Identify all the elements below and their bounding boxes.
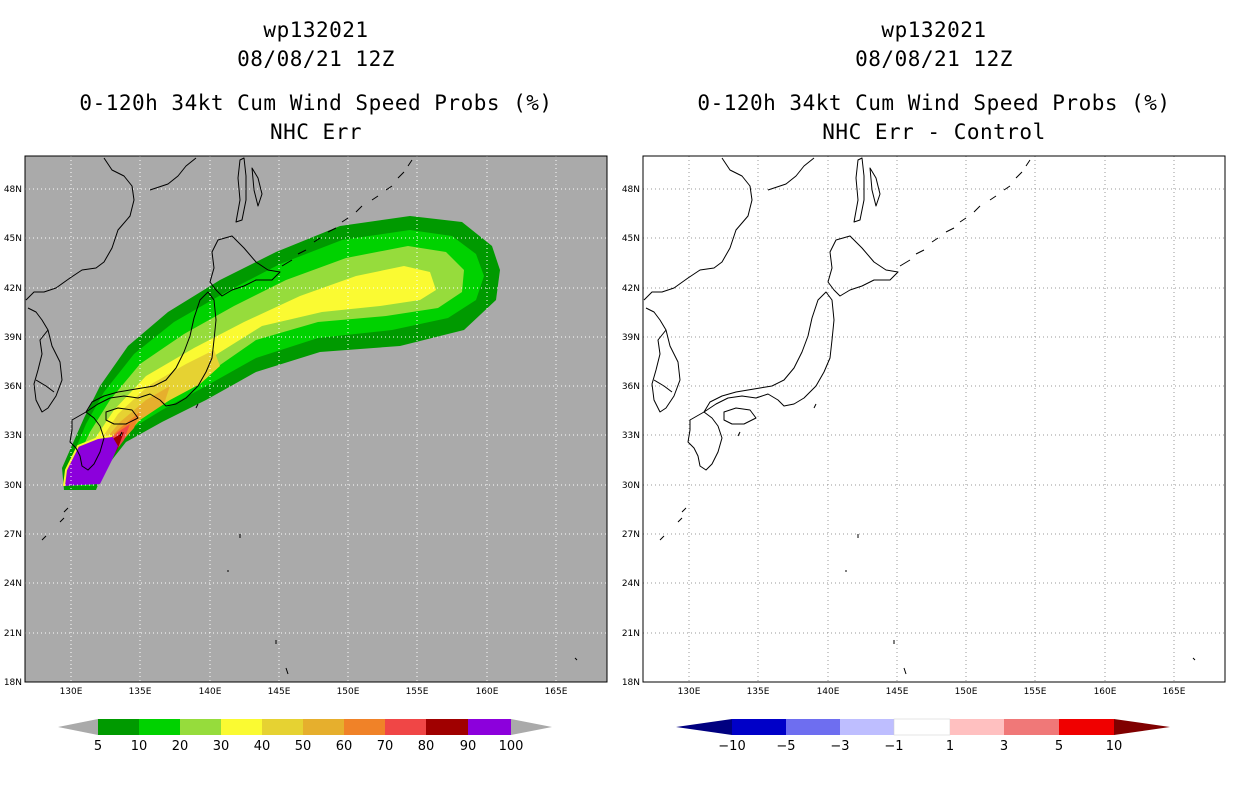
lat-label-27n: 27N (622, 530, 640, 540)
right-colorbar-swatch (893, 718, 951, 736)
right-storm-id: wp132021 (881, 18, 987, 42)
left-colorbar-swatch (262, 719, 303, 735)
lon-label-135e: 135E (129, 687, 152, 697)
left-lon-labels: 130E 135E 140E 145E 150E 155E 160E 165E (60, 687, 568, 697)
right-colorbar-swatch (840, 719, 894, 735)
right-colorbar-label: 3 (1000, 739, 1008, 754)
right-lon-labels: 130E 135E 140E 145E 150E 155E 160E 165E (678, 687, 1186, 697)
right-colorbar-label: −3 (830, 739, 849, 754)
left-probability-contours (62, 216, 500, 490)
right-colorbar-label: 1 (946, 739, 954, 754)
right-map-panel: 48N 45N 42N 39N 36N 33N 30N 27N 24N 21N … (622, 155, 1226, 697)
lat-label-33n: 33N (4, 431, 22, 441)
lon-label-160e: 160E (476, 687, 499, 697)
right-subtitle: NHC Err - Control (822, 120, 1046, 144)
lat-label-18n: 18N (622, 678, 640, 688)
left-datetime: 08/08/21 12Z (237, 47, 395, 71)
left-colorbar-low-arrow (58, 719, 98, 735)
lon-label-130e: 130E (678, 687, 701, 697)
lat-label-18n: 18N (4, 678, 22, 688)
right-title: 0-120h 34kt Cum Wind Speed Probs (%) (697, 91, 1171, 115)
left-colorbar-label: 60 (336, 739, 353, 754)
left-colorbar-label: 50 (295, 739, 312, 754)
left-colorbar-high-arrow (511, 719, 552, 735)
left-colorbar-swatch (180, 719, 221, 735)
lon-label-140e: 140E (199, 687, 222, 697)
lon-label-135e: 135E (747, 687, 770, 697)
left-colorbar-label: 40 (254, 739, 271, 754)
right-colorbar-swatch (786, 719, 840, 735)
right-colorbar-low-arrow (676, 719, 732, 735)
right-colorbar-swatch (1059, 719, 1114, 735)
left-lat-labels: 48N 45N 42N 39N 36N 33N 30N 27N 24N 21N … (4, 185, 22, 688)
right-colorbar-swatch (950, 719, 1004, 735)
lat-label-27n: 27N (4, 530, 22, 540)
left-colorbar-label: 10 (131, 739, 148, 754)
left-storm-id: wp132021 (263, 18, 369, 42)
lat-label-21n: 21N (622, 629, 640, 639)
lon-label-165e: 165E (1163, 687, 1186, 697)
right-colorbar-label: −1 (884, 739, 903, 754)
lat-label-24n: 24N (4, 579, 22, 589)
lat-label-36n: 36N (4, 382, 22, 392)
right-map-background (643, 156, 1225, 682)
lat-label-33n: 33N (622, 431, 640, 441)
lon-label-150e: 150E (955, 687, 978, 697)
left-colorbar: 5 10 20 30 40 50 60 70 80 90 100 (58, 719, 552, 754)
left-colorbar-label: 5 (94, 739, 102, 754)
left-colorbar-swatch (139, 719, 180, 735)
lat-label-30n: 30N (622, 481, 640, 491)
lon-label-165e: 165E (545, 687, 568, 697)
lon-label-130e: 130E (60, 687, 83, 697)
lat-label-48n: 48N (4, 185, 22, 195)
left-map-panel: 48N 45N 42N 39N 36N 33N 30N 27N 24N 21N … (4, 155, 608, 697)
left-colorbar-swatch (98, 719, 139, 735)
right-colorbar-high-arrow (1114, 719, 1170, 735)
lat-label-45n: 45N (622, 234, 640, 244)
right-datetime: 08/08/21 12Z (855, 47, 1013, 71)
lat-label-21n: 21N (4, 629, 22, 639)
lat-label-39n: 39N (622, 333, 640, 343)
right-colorbar-label: −10 (718, 739, 745, 754)
right-colorbar: −10 −5 −3 −1 1 3 5 10 (676, 718, 1170, 754)
left-colorbar-swatch (426, 719, 468, 735)
left-colorbar-label: 30 (213, 739, 230, 754)
left-map-frame (24, 155, 608, 683)
right-lat-labels: 48N 45N 42N 39N 36N 33N 30N 27N 24N 21N … (622, 185, 640, 688)
lon-label-150e: 150E (337, 687, 360, 697)
left-colorbar-label: 80 (418, 739, 435, 754)
lon-label-140e: 140E (817, 687, 840, 697)
lat-label-24n: 24N (622, 579, 640, 589)
lon-label-145e: 145E (268, 687, 291, 697)
left-colorbar-label: 100 (499, 739, 524, 754)
right-colorbar-swatch (1004, 719, 1059, 735)
lat-label-42n: 42N (622, 284, 640, 294)
lat-label-39n: 39N (4, 333, 22, 343)
left-colorbar-label: 20 (172, 739, 189, 754)
lon-label-145e: 145E (886, 687, 909, 697)
right-map-frame (642, 155, 1226, 683)
left-colorbar-label: 90 (460, 739, 477, 754)
lat-label-30n: 30N (4, 481, 22, 491)
right-colorbar-label: −5 (776, 739, 795, 754)
lat-label-42n: 42N (4, 284, 22, 294)
lon-label-160e: 160E (1094, 687, 1117, 697)
left-colorbar-swatch (385, 719, 426, 735)
lat-label-45n: 45N (4, 234, 22, 244)
left-title: 0-120h 34kt Cum Wind Speed Probs (%) (79, 91, 553, 115)
left-colorbar-swatch (303, 719, 344, 735)
lon-label-155e: 155E (1024, 687, 1047, 697)
lon-label-155e: 155E (406, 687, 429, 697)
left-colorbar-swatch (468, 719, 511, 735)
left-colorbar-label: 70 (377, 739, 394, 754)
right-colorbar-swatch (732, 719, 786, 735)
lat-label-36n: 36N (622, 382, 640, 392)
left-colorbar-swatch (344, 719, 385, 735)
left-colorbar-swatch (221, 719, 262, 735)
left-subtitle: NHC Err (269, 120, 362, 144)
lat-label-48n: 48N (622, 185, 640, 195)
right-colorbar-label: 5 (1055, 739, 1063, 754)
right-colorbar-label: 10 (1106, 739, 1123, 754)
